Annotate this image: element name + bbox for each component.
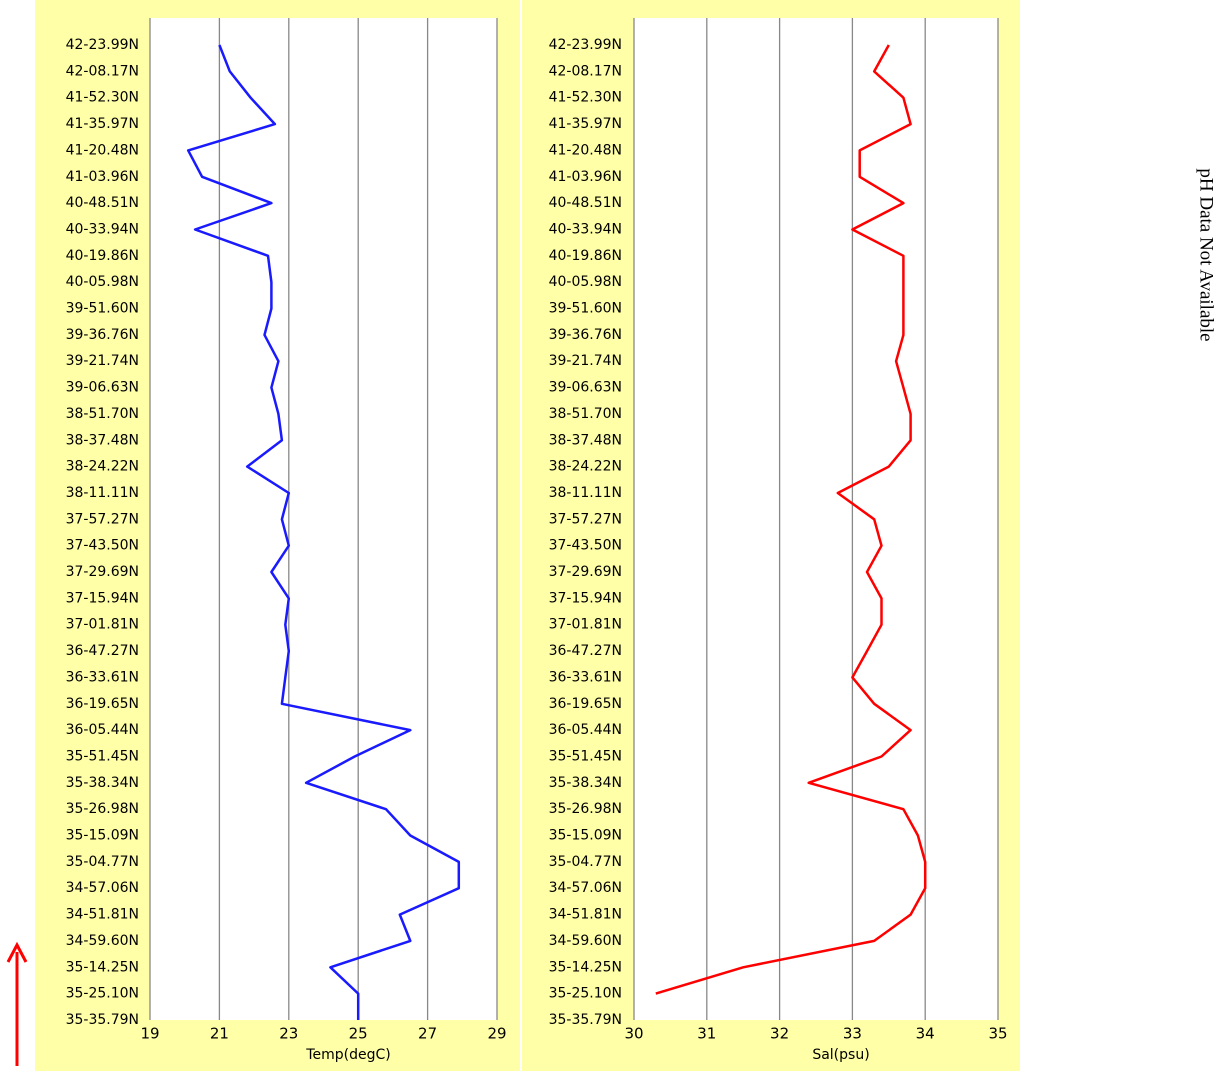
y-tick-label: 35-38.34N bbox=[66, 775, 139, 791]
y-tick-label: 34-59.60N bbox=[66, 933, 139, 949]
plot-area bbox=[634, 18, 998, 1020]
y-tick-label: 42-08.17N bbox=[549, 63, 622, 79]
y-tick-label: 39-21.74N bbox=[549, 353, 622, 369]
y-tick-label: 37-57.27N bbox=[66, 511, 139, 527]
y-tick-label: 36-33.61N bbox=[549, 669, 622, 685]
y-tick-label: 37-29.69N bbox=[66, 564, 139, 580]
y-tick-label: 35-26.98N bbox=[66, 801, 139, 817]
y-tick-label: 36-47.27N bbox=[66, 643, 139, 659]
y-tick-label: 41-52.30N bbox=[549, 90, 622, 106]
y-tick-label: 41-35.97N bbox=[66, 116, 139, 132]
y-tick-label: 40-48.51N bbox=[66, 195, 139, 211]
x-tick-label: 31 bbox=[697, 1025, 716, 1043]
sal-chart: 30 31 32 33 34 35 35-35.79N 35-25.10N 35-14.25N 3… bbox=[549, 18, 1008, 1063]
y-tick-label: 37-01.81N bbox=[66, 617, 139, 633]
y-tick-label: 41-35.97N bbox=[549, 116, 622, 132]
y-tick-label: 38-37.48N bbox=[549, 432, 622, 448]
data-line bbox=[186, 44, 461, 1020]
y-tick-label: 36-05.44N bbox=[66, 722, 139, 738]
y-tick-label: 40-05.98N bbox=[66, 274, 139, 290]
y-tick-label: 41-03.96N bbox=[66, 169, 139, 185]
y-tick-label: 36-19.65N bbox=[549, 696, 622, 712]
y-tick-label: 40-48.51N bbox=[549, 195, 622, 211]
y-tick-label: 38-24.22N bbox=[549, 459, 622, 475]
y-tick-label: 40-19.86N bbox=[66, 248, 139, 264]
y-tick-label: 42-23.99N bbox=[549, 37, 622, 53]
y-tick-label: 41-03.96N bbox=[549, 169, 622, 185]
y-tick-label: 37-01.81N bbox=[549, 617, 622, 633]
x-tick-label: 27 bbox=[418, 1025, 437, 1043]
y-tick-label: 39-36.76N bbox=[66, 327, 139, 343]
x-tick-label: 21 bbox=[210, 1025, 229, 1043]
y-tick-label: 34-57.06N bbox=[549, 880, 622, 896]
y-tick-label: 35-04.77N bbox=[66, 854, 139, 870]
y-tick-label: 38-37.48N bbox=[66, 432, 139, 448]
x-tick-label: 35 bbox=[988, 1025, 1007, 1043]
y-tick-label: 35-35.79N bbox=[66, 1012, 139, 1028]
x-tick-label: 33 bbox=[843, 1025, 862, 1043]
y-tick-label: 39-06.63N bbox=[549, 380, 622, 396]
x-tick-label: 30 bbox=[624, 1025, 643, 1043]
y-tick-label: 41-20.48N bbox=[549, 142, 622, 158]
arrow-head bbox=[6, 941, 28, 963]
y-tick-label: 38-24.22N bbox=[66, 459, 139, 475]
x-tick-label: 23 bbox=[279, 1025, 298, 1043]
y-tick-label: 42-23.99N bbox=[66, 37, 139, 53]
y-tick-label: 37-43.50N bbox=[66, 538, 139, 554]
x-tick-label: 32 bbox=[770, 1025, 789, 1043]
y-tick-label: 35-15.09N bbox=[549, 828, 622, 844]
y-tick-label: 39-36.76N bbox=[549, 327, 622, 343]
y-tick-label: 34-57.06N bbox=[66, 880, 139, 896]
y-tick-label: 39-06.63N bbox=[66, 380, 139, 396]
data-line bbox=[655, 44, 927, 995]
y-tick-label: 35-14.25N bbox=[549, 959, 622, 975]
y-tick-label: 38-11.11N bbox=[66, 485, 139, 501]
y-tick-label: 35-35.79N bbox=[549, 1012, 622, 1028]
y-tick-label: 35-25.10N bbox=[66, 986, 139, 1002]
y-tick-label: 41-52.30N bbox=[66, 90, 139, 106]
y-tick-label: 35-38.34N bbox=[549, 775, 622, 791]
temp-chart: 19 21 23 25 27 29 35-35.79N 35-25.10N 35-14.25N 3… bbox=[66, 18, 507, 1063]
x-tick-label: 25 bbox=[349, 1025, 368, 1043]
y-tick-label: 37-15.94N bbox=[549, 590, 622, 606]
x-axis-label: Temp(degC) bbox=[305, 1047, 390, 1063]
y-tick-label: 34-59.60N bbox=[549, 933, 622, 949]
y-tick-label: 37-57.27N bbox=[549, 511, 622, 527]
y-tick-label: 37-29.69N bbox=[549, 564, 622, 580]
y-tick-label: 34-51.81N bbox=[66, 907, 139, 923]
y-tick-label: 36-47.27N bbox=[549, 643, 622, 659]
x-tick-label: 19 bbox=[140, 1025, 159, 1043]
y-tick-label: 39-51.60N bbox=[66, 301, 139, 317]
y-tick-label: 36-19.65N bbox=[66, 696, 139, 712]
y-tick-label: 35-25.10N bbox=[549, 986, 622, 1002]
y-tick-label: 40-05.98N bbox=[549, 274, 622, 290]
y-tick-label: 36-33.61N bbox=[66, 669, 139, 685]
y-tick-label: 39-51.60N bbox=[549, 301, 622, 317]
y-tick-label: 35-04.77N bbox=[549, 854, 622, 870]
y-tick-label: 39-21.74N bbox=[66, 353, 139, 369]
y-tick-label: 42-08.17N bbox=[66, 63, 139, 79]
y-tick-label: 40-33.94N bbox=[66, 221, 139, 237]
x-axis-label: Sal(psu) bbox=[812, 1047, 869, 1063]
x-tick-label: 29 bbox=[487, 1025, 506, 1043]
y-tick-label: 37-43.50N bbox=[549, 538, 622, 554]
y-tick-label: 41-20.48N bbox=[66, 142, 139, 158]
y-tick-label: 34-51.81N bbox=[549, 907, 622, 923]
y-tick-label: 36-05.44N bbox=[549, 722, 622, 738]
annotation: pH Data Not Available bbox=[1196, 168, 1217, 341]
x-tick-label: 34 bbox=[916, 1025, 935, 1043]
plot-area bbox=[150, 18, 497, 1020]
y-tick-label: 40-19.86N bbox=[549, 248, 622, 264]
y-tick-label: 35-51.45N bbox=[66, 748, 139, 764]
y-tick-label: 35-15.09N bbox=[66, 828, 139, 844]
y-tick-label: 38-11.11N bbox=[549, 485, 622, 501]
y-tick-label: 38-51.70N bbox=[549, 406, 622, 422]
y-tick-label: 38-51.70N bbox=[66, 406, 139, 422]
y-tick-label: 35-51.45N bbox=[549, 748, 622, 764]
y-tick-label: 40-33.94N bbox=[549, 221, 622, 237]
y-tick-label: 35-14.25N bbox=[66, 959, 139, 975]
y-tick-label: 37-15.94N bbox=[66, 590, 139, 606]
y-tick-label: 35-26.98N bbox=[549, 801, 622, 817]
